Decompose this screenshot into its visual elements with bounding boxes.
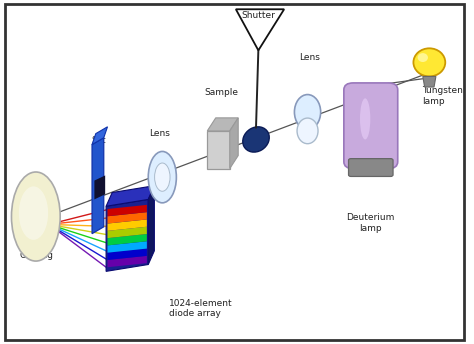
Polygon shape [230, 118, 238, 169]
Polygon shape [423, 76, 436, 87]
Polygon shape [207, 118, 238, 131]
Text: Grating: Grating [19, 251, 54, 260]
Ellipse shape [297, 118, 318, 144]
Text: Shutter: Shutter [241, 11, 275, 20]
Ellipse shape [418, 53, 428, 62]
Polygon shape [108, 205, 147, 216]
Polygon shape [108, 227, 147, 238]
Polygon shape [207, 131, 230, 169]
Polygon shape [106, 200, 148, 271]
Polygon shape [92, 127, 108, 144]
Text: 1024-element
diode array: 1024-element diode array [169, 299, 233, 318]
FancyBboxPatch shape [344, 83, 398, 169]
Polygon shape [148, 186, 155, 265]
Polygon shape [108, 212, 147, 224]
Ellipse shape [155, 163, 170, 191]
Polygon shape [108, 256, 147, 267]
Polygon shape [108, 241, 147, 253]
FancyBboxPatch shape [348, 159, 393, 176]
Ellipse shape [11, 172, 60, 261]
Text: Deuterium
lamp: Deuterium lamp [346, 213, 395, 233]
Ellipse shape [19, 186, 48, 240]
Polygon shape [108, 249, 147, 260]
Ellipse shape [360, 98, 370, 139]
Polygon shape [106, 186, 155, 206]
Ellipse shape [148, 151, 176, 203]
Polygon shape [108, 234, 147, 245]
Polygon shape [108, 219, 147, 231]
Text: Tungsten
lamp: Tungsten lamp [422, 86, 463, 106]
Text: Lens: Lens [149, 129, 171, 138]
Ellipse shape [243, 127, 269, 152]
Text: Sample: Sample [204, 88, 238, 97]
Polygon shape [94, 175, 105, 200]
Text: Lens: Lens [300, 53, 320, 62]
Ellipse shape [413, 48, 445, 76]
Text: Slit: Slit [92, 136, 106, 144]
Polygon shape [92, 138, 104, 234]
Ellipse shape [294, 95, 320, 130]
